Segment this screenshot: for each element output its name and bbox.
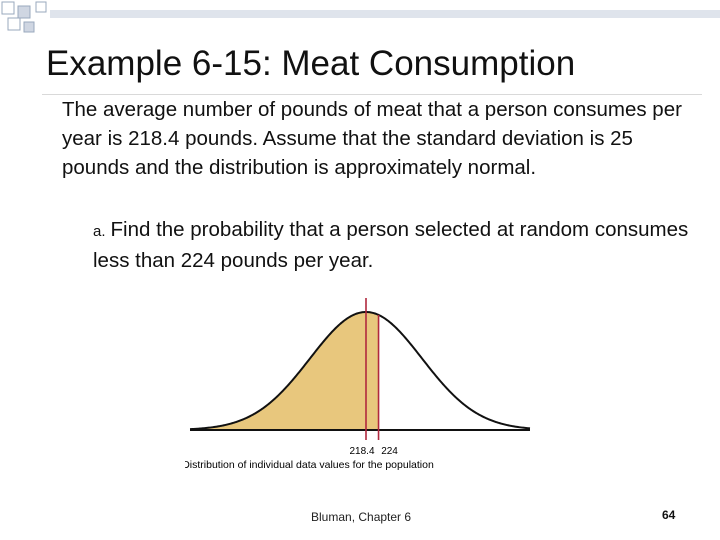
corner-decoration xyxy=(1,1,720,33)
part-text: Find the probability that a person selec… xyxy=(93,218,689,272)
title-divider xyxy=(42,94,702,95)
footer-source: Bluman, Chapter 6 xyxy=(311,510,412,524)
mean-label: 218.4 xyxy=(349,446,374,457)
normal-curve xyxy=(189,310,531,431)
problem-statement: The average number of pounds of meat tha… xyxy=(62,98,682,179)
normal-distribution-figure: 218.4 224 Distribution of individual dat… xyxy=(185,298,531,471)
question-part-a: a. Find the probability that a person sel… xyxy=(93,215,693,275)
part-marker: a. xyxy=(93,223,106,240)
page-number: 64 xyxy=(662,508,676,522)
shaded-area xyxy=(190,312,379,430)
figure-caption: Distribution of individual data values f… xyxy=(185,459,434,471)
slide-title: Example 6-15: Meat Consumption xyxy=(46,44,576,83)
value-label: 224 xyxy=(381,446,398,457)
